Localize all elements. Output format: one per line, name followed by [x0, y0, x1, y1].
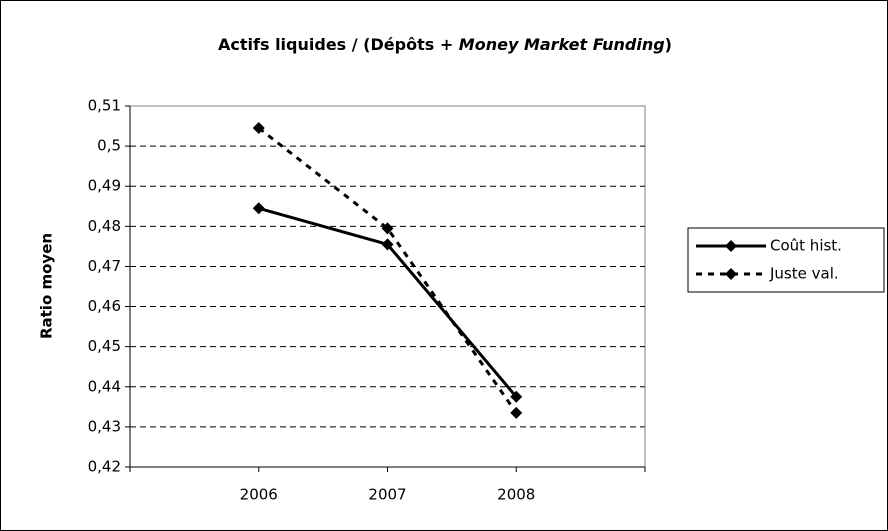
title-part: Actifs liquides / (Dépôts + — [218, 35, 459, 54]
y-tick-label: 0,43 — [88, 417, 121, 435]
legend-label: Coût hist. — [770, 237, 842, 255]
legend-marker — [725, 240, 737, 252]
y-tick-label: 0,45 — [88, 337, 121, 355]
chart-title: Actifs liquides / (Dépôts + Money Market… — [218, 35, 672, 54]
y-tick-label: 0,44 — [88, 377, 121, 395]
point-marker — [510, 406, 523, 419]
y-tick-label: 0,49 — [88, 177, 121, 195]
title-part: ) — [665, 35, 672, 54]
y-axis-label: Ratio moyen — [38, 233, 56, 339]
legend-label: Juste val. — [769, 265, 839, 283]
legend-box — [687, 227, 885, 293]
y-tick-label: 0,48 — [88, 217, 121, 235]
point-marker — [252, 122, 265, 135]
point-marker — [381, 238, 394, 251]
y-tick-label: 0,47 — [88, 257, 121, 275]
plot-area — [129, 105, 646, 468]
y-tick-label: 0,42 — [88, 458, 121, 476]
y-tick-label: 0,51 — [88, 97, 121, 115]
y-tick-label: 0,46 — [88, 297, 121, 315]
point-marker — [252, 202, 265, 215]
x-tick-label: 2008 — [497, 486, 535, 504]
point-marker — [510, 390, 523, 403]
y-tick-label: 0,5 — [97, 137, 121, 155]
legend-marker — [725, 268, 737, 280]
x-tick-label: 2006 — [240, 486, 278, 504]
point-marker — [381, 222, 394, 235]
series-line — [257, 126, 518, 414]
x-tick-label: 2007 — [368, 486, 406, 504]
title-part: Money Market Funding — [459, 35, 665, 54]
